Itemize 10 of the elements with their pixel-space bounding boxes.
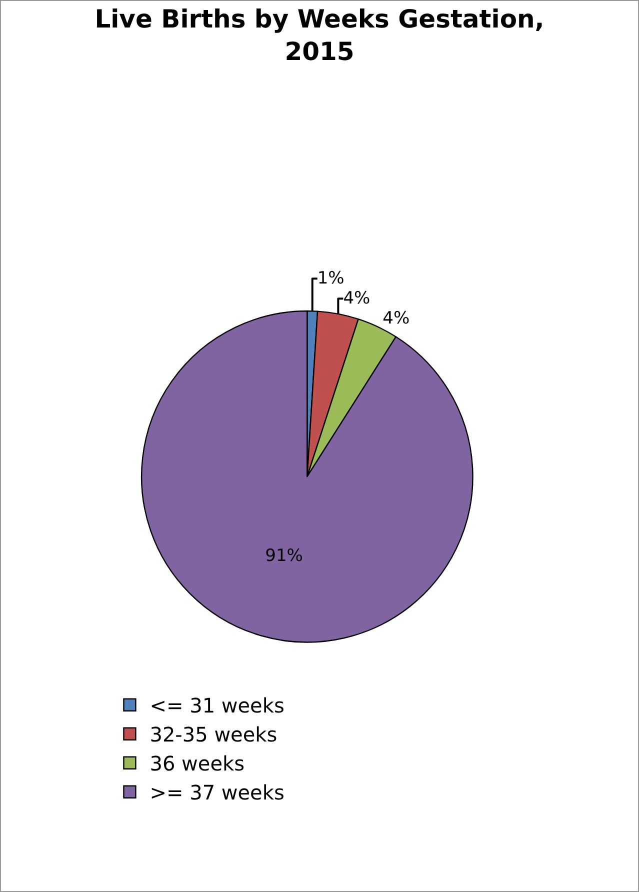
data-label: 4% (382, 308, 410, 329)
legend-label: <= 31 weeks (150, 694, 284, 718)
legend-label: >= 37 weeks (150, 780, 284, 805)
data-label: 91% (265, 546, 303, 566)
data-label: 1% (317, 268, 344, 289)
chart-title: Live Births by Weeks Gestation, 2015 (94, 4, 544, 66)
data-label: 4% (343, 288, 370, 309)
legend-label: 32-35 weeks (150, 722, 278, 747)
pie-slice (140, 310, 474, 643)
legend-label: 36 weeks (150, 752, 244, 776)
